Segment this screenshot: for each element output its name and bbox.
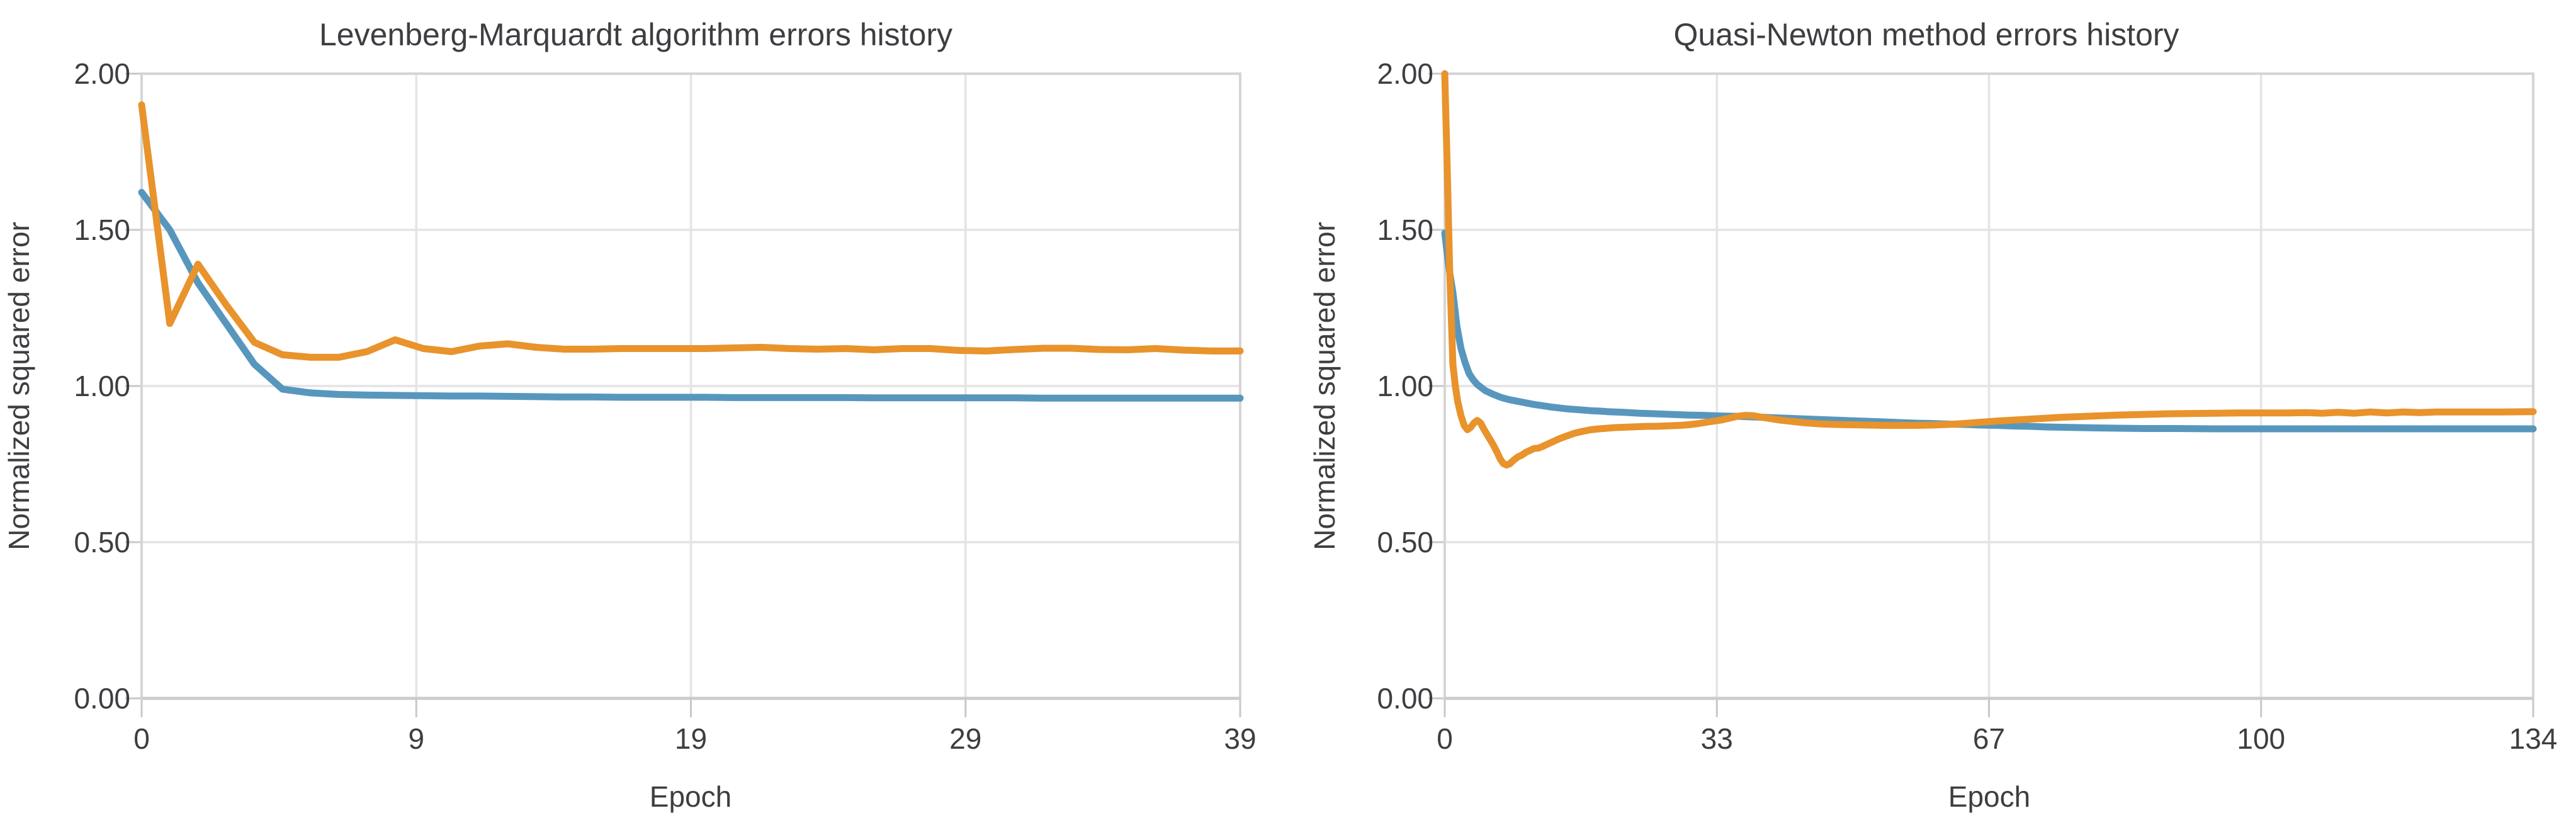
y-tick-label: 0.50	[1377, 526, 1433, 559]
lm-tick-labels: 0.00 0.50 1.00 1.50 2.00 0 9 19 29 39	[74, 57, 1256, 755]
x-tick-label: 29	[949, 722, 981, 755]
qn-grid	[1428, 72, 2534, 717]
lm-yaxis-label: Normalized squared error	[3, 222, 35, 550]
series-orange	[1441, 70, 2537, 469]
y-tick-label: 1.00	[1377, 370, 1433, 402]
lm-series	[138, 101, 1244, 402]
x-tick-label: 9	[408, 722, 424, 755]
x-tick-label: 134	[2509, 722, 2558, 755]
y-tick-label: 0.00	[74, 682, 130, 715]
y-tick-label: 2.00	[74, 57, 130, 90]
series-blue	[138, 189, 1244, 402]
lm-xaxis-label: Epoch	[650, 780, 732, 813]
x-tick-label: 33	[1701, 722, 1733, 755]
qn-tick-labels: 0.00 0.50 1.00 1.50 2.00 0 33 67 100 134	[1377, 57, 2557, 755]
y-tick-label: 2.00	[1377, 57, 1433, 90]
y-tick-label: 0.00	[1377, 682, 1433, 715]
lm-chart-title: Levenberg-Marquardt algorithm errors his…	[319, 17, 952, 52]
y-tick-label: 1.50	[74, 213, 130, 246]
qn-series	[1441, 70, 2537, 469]
y-tick-label: 1.50	[1377, 213, 1433, 246]
qn-yaxis-label: Normalized squared error	[1308, 222, 1341, 550]
lm-grid	[125, 72, 1241, 717]
x-tick-label: 0	[133, 722, 150, 755]
quasi-newton-chart: 0.00 0.50 1.00 1.50 2.00 0 33 67 100 134 Quasi-Ne…	[1308, 17, 2557, 813]
x-tick-label: 39	[1224, 722, 1256, 755]
qn-xaxis-label: Epoch	[1948, 780, 2030, 813]
y-tick-label: 0.50	[74, 526, 130, 559]
x-tick-label: 67	[1973, 722, 2005, 755]
levenberg-marquardt-chart: 0.00 0.50 1.00 1.50 2.00 0 9 19 29 39 Levenberg-M…	[3, 17, 1257, 813]
qn-chart-title: Quasi-Newton method errors history	[1673, 17, 2179, 52]
series-orange	[138, 101, 1244, 361]
y-tick-label: 1.00	[74, 370, 130, 402]
x-tick-label: 0	[1437, 722, 1453, 755]
x-tick-label: 19	[675, 722, 707, 755]
x-tick-label: 100	[2237, 722, 2285, 755]
